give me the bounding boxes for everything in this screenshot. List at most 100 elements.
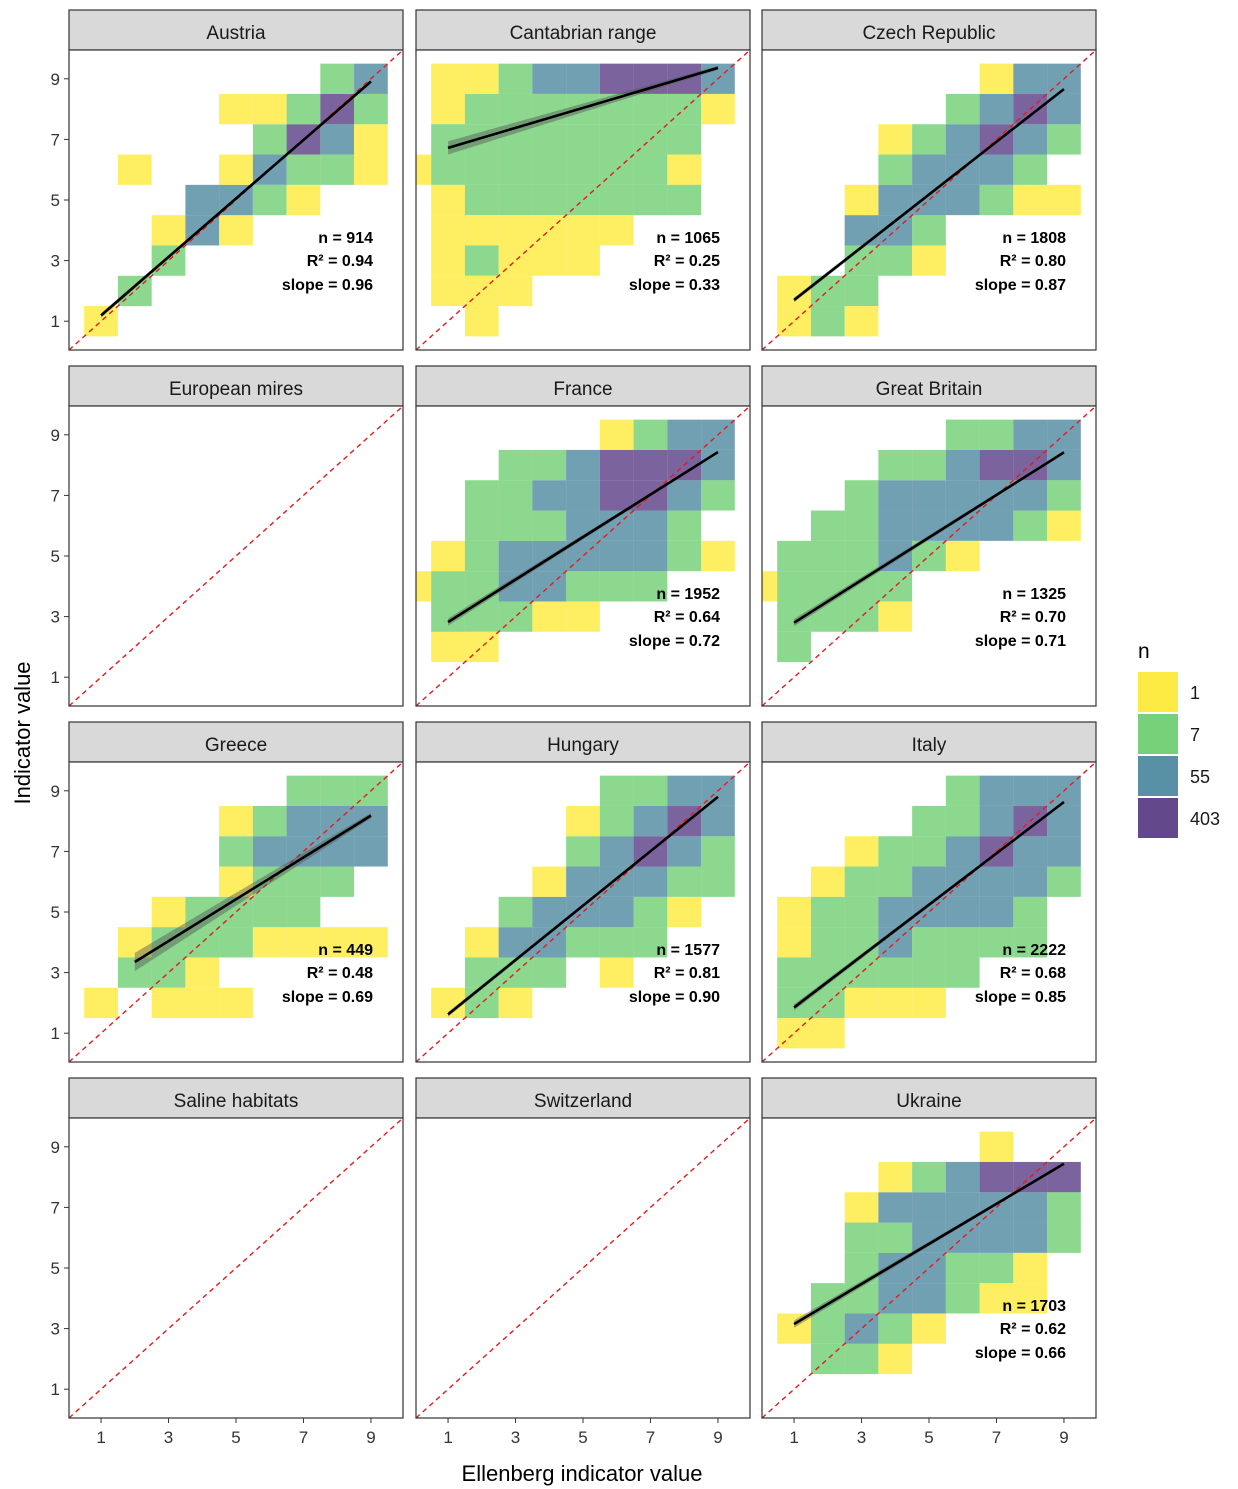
heatmap-cell xyxy=(979,1252,1014,1284)
heatmap-cell xyxy=(912,1161,946,1193)
heatmap-cell xyxy=(701,93,735,125)
heatmap-cell xyxy=(532,124,567,155)
heatmap-cell xyxy=(878,124,913,155)
heatmap-cell xyxy=(566,245,600,276)
stat-r-squared: R² = 0.70 xyxy=(1000,609,1066,626)
heatmap-cell xyxy=(320,866,355,897)
heatmap-cell xyxy=(219,215,253,246)
heatmap-cell xyxy=(532,245,567,276)
legend-label: 403 xyxy=(1190,809,1220,829)
heatmap-cell xyxy=(701,480,735,511)
stat-n: n = 2222 xyxy=(1002,942,1066,959)
heatmap-cell xyxy=(1013,124,1048,155)
legend-title: n xyxy=(1138,640,1150,663)
heatmap-cell xyxy=(599,124,634,155)
y-axis-title: Indicator value xyxy=(10,661,35,804)
facet-title: Switzerland xyxy=(534,1091,632,1112)
heatmap-cell xyxy=(464,571,499,602)
heatmap-cell xyxy=(498,154,533,185)
heatmap-cell xyxy=(286,896,321,928)
panel-border xyxy=(415,761,751,1063)
heatmap-cell xyxy=(633,184,668,216)
heatmap-cell xyxy=(844,1343,879,1375)
heatmap-cell xyxy=(532,866,567,897)
panel-great-britain: Great Britain n = 1325 R² = 0.70 slope = 0.… xyxy=(761,365,1097,707)
stat-n: n = 1577 xyxy=(656,942,720,959)
one-to-one-reference-line xyxy=(68,405,404,707)
heatmap-cell xyxy=(416,571,432,602)
heatmap-cell xyxy=(667,866,702,897)
heatmap-cell xyxy=(912,836,946,867)
heatmap-cell xyxy=(599,805,634,837)
legend-label: 7 xyxy=(1190,725,1200,745)
heatmap-cell xyxy=(1047,866,1081,897)
facet-title: Hungary xyxy=(547,735,619,756)
heatmap-cell xyxy=(320,124,355,155)
panel-cantabrian-range: Cantabrian range n = 1065 R² = 0.25 slope =… xyxy=(415,9,751,351)
one-to-one-reference-line xyxy=(415,405,751,707)
heatmap-cell xyxy=(701,866,735,897)
heatmap-cell xyxy=(844,836,879,867)
heatmap-cell xyxy=(431,540,465,572)
heatmap-cell xyxy=(431,631,465,663)
heatmap-cell xyxy=(667,896,702,928)
heatmap-cells xyxy=(416,419,735,663)
heatmap-cell xyxy=(252,927,287,958)
heatmap-cell xyxy=(844,306,879,337)
heatmap-cell xyxy=(810,601,845,632)
heatmap-cell xyxy=(844,896,879,928)
heatmap-cell xyxy=(354,154,388,185)
heatmap-cell xyxy=(599,896,634,928)
heatmap-cell xyxy=(1013,836,1048,867)
y-tick-label: 7 xyxy=(51,130,60,149)
x-tick-label: 1 xyxy=(789,1428,798,1447)
heatmap-cell xyxy=(701,540,735,572)
stat-slope: slope = 0.72 xyxy=(629,633,720,650)
heatmap-cell xyxy=(354,836,388,867)
heatmap-cell xyxy=(667,154,702,185)
heatmap-cell xyxy=(252,836,287,867)
heatmap-cell xyxy=(431,571,465,602)
heatmap-cell xyxy=(945,184,980,216)
heatmap-cell xyxy=(777,957,811,988)
heatmap-cell xyxy=(810,1313,845,1344)
heatmap-cell xyxy=(498,63,533,94)
heatmap-cell xyxy=(599,540,634,572)
heatmap-cell xyxy=(945,957,980,988)
heatmap-cell xyxy=(498,480,533,511)
heatmap-cell xyxy=(498,987,533,1019)
heatmap-cell xyxy=(1013,896,1048,928)
heatmap-cell xyxy=(566,63,600,94)
heatmap-cell xyxy=(431,275,465,307)
heatmap-cell xyxy=(464,63,499,94)
heatmap-cell xyxy=(84,987,118,1019)
shared-axes: Ellenberg indicator value Indicator valu… xyxy=(10,661,702,1486)
panels: Austria n = 914 R² = 0.94 slope = 0.96 1 3 5 7 9… xyxy=(51,9,1097,1447)
heatmap-cell xyxy=(878,510,913,541)
heatmap-cell xyxy=(945,540,980,572)
y-tick-label: 5 xyxy=(51,903,60,922)
y-tick-label: 5 xyxy=(51,1259,60,1278)
heatmap-cell xyxy=(810,866,845,897)
heatmap-cell xyxy=(945,1252,980,1284)
y-tick-label: 9 xyxy=(51,782,60,801)
heatmap-cell xyxy=(777,571,811,602)
heatmap-cell xyxy=(810,306,845,337)
x-tick-label: 9 xyxy=(1059,1428,1068,1447)
facet-title: Greece xyxy=(205,735,267,756)
heatmap-cell xyxy=(566,449,600,481)
heatmap-cell xyxy=(878,1222,913,1253)
heatmap-cell xyxy=(701,805,735,837)
facet-title: Czech Republic xyxy=(862,23,995,44)
stat-n: n = 449 xyxy=(318,942,373,959)
heatmap-cell xyxy=(844,215,879,246)
heatmap-cell xyxy=(464,215,499,246)
y-tick-label: 1 xyxy=(51,312,60,331)
facet-title: Great Britain xyxy=(876,379,983,400)
legend-key xyxy=(1138,798,1178,838)
heatmap-cell xyxy=(219,987,253,1019)
heatmap-cell xyxy=(979,927,1014,958)
heatmap-cell xyxy=(431,124,465,155)
heatmap-cell xyxy=(810,540,845,572)
heatmap-cell xyxy=(878,1343,913,1375)
